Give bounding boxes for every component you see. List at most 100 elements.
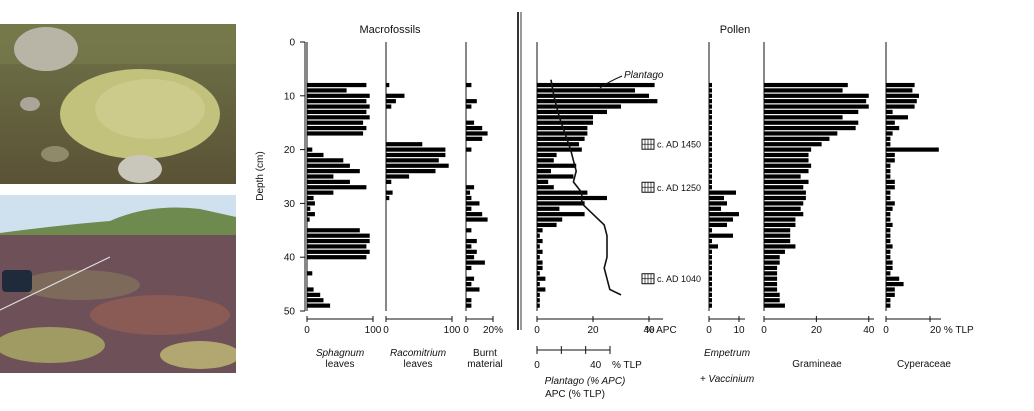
racomitrium-label-2: leaves [404, 359, 433, 370]
cyperaceae-bar [886, 136, 891, 141]
cyperaceae-bar [886, 120, 895, 125]
apc-bar [537, 169, 551, 174]
apc-bar [537, 147, 582, 152]
empetrum-bar [709, 163, 712, 168]
empetrum-bar [709, 271, 712, 276]
sphagnum-bar [307, 125, 367, 131]
apc-bar [537, 163, 577, 168]
cyperaceae-bar [886, 228, 891, 233]
burnt-material-bar [466, 244, 472, 249]
burnt-material-bar [466, 217, 488, 222]
sphagnum-bar [307, 244, 367, 249]
empetrum-bar [709, 212, 739, 217]
apc-bar [537, 303, 540, 308]
apc-bar [537, 99, 658, 104]
date-marker: c. AD 1040 [641, 273, 701, 285]
empetrum-bar [709, 238, 712, 244]
tlp-tick-label: 40 [590, 360, 602, 371]
gramineae-bar [764, 93, 869, 98]
date-label: c. AD 1450 [657, 140, 701, 150]
cyperaceae-bar [886, 125, 900, 131]
cyperaceae-bar [886, 217, 891, 222]
empetrum-bar [709, 206, 721, 211]
cyperaceae-bar [886, 260, 893, 265]
gramineae-bar [764, 212, 804, 217]
empetrum-bar [709, 147, 712, 152]
cyperaceae-bar [886, 255, 891, 260]
sphagnum-bar [307, 271, 313, 276]
sphagnum-bar [307, 179, 350, 184]
cyperaceae-label: Cyperaceae [897, 359, 951, 370]
apc-bar [537, 93, 649, 98]
panel-x-tick-label: 20 [587, 325, 599, 336]
burnt-material-bar [466, 104, 472, 109]
cyperaceae-bar [886, 233, 891, 238]
racomitrium-bar [386, 169, 436, 174]
gramineae-bar [764, 82, 848, 88]
sphagnum-bar [307, 120, 364, 125]
panel-x-tick-label: 20% [483, 325, 503, 336]
sphagnum-bar [307, 147, 313, 152]
pollen-header: Pollen [720, 24, 751, 36]
gramineae-bar [764, 206, 801, 211]
empetrum-bar [709, 298, 712, 303]
apc-bar [537, 142, 579, 147]
apc-bar [537, 136, 585, 141]
burnt-material-bar [466, 249, 477, 254]
cyperaceae-bar [886, 169, 891, 174]
empetrum-panel: 0 10 [706, 42, 745, 336]
cyperaceae-bar [886, 287, 895, 292]
cyperaceae-bar [886, 238, 891, 244]
apc-bar [537, 120, 593, 125]
gramineae-bar [764, 265, 778, 271]
empetrum-bar [709, 104, 712, 109]
sphagnum-bar [307, 298, 324, 303]
burnt-material-bar [466, 99, 477, 104]
empetrum-bar [709, 131, 712, 136]
cyperaceae-bar [886, 292, 895, 297]
empetrum-bar [709, 249, 712, 254]
racomitrium-panel: 0 100 [383, 42, 461, 336]
apc-bar [537, 244, 540, 249]
empetrum-bar [709, 228, 712, 233]
gramineae-bar [764, 228, 791, 233]
gramineae-bar [764, 244, 796, 249]
racomitrium-bar [386, 163, 449, 168]
empetrum-bar [709, 201, 727, 206]
empetrum-bar [709, 222, 727, 228]
sphagnum-bar [307, 93, 370, 98]
sphagnum-bar [307, 195, 314, 201]
racomitrium-bar [386, 179, 392, 184]
gramineae-bar [764, 88, 843, 93]
apc-bar [537, 88, 635, 93]
moss-hummock-photo [0, 24, 236, 184]
racomitrium-bar [386, 104, 392, 109]
empetrum-bar [709, 109, 712, 115]
apc-unit-label: % APC [645, 325, 677, 336]
sphagnum-bar [307, 190, 334, 195]
date-marker: c. AD 1250 [641, 181, 701, 193]
empetrum-label-1: Empetrum [704, 348, 750, 359]
gramineae-bar [764, 169, 809, 174]
apc-bar [537, 152, 557, 158]
cyperaceae-bar [886, 265, 893, 271]
racomitrium-bar [386, 147, 446, 152]
depth-tick-label: 30 [284, 199, 296, 210]
gramineae-bar [764, 179, 809, 184]
burnt-material-bar [466, 185, 475, 190]
gramineae-bar [764, 292, 780, 297]
gramineae-panel: 0 20 40 [761, 42, 875, 336]
panel-x-tick-label: 100 [365, 325, 382, 336]
sphagnum-bar [307, 88, 347, 93]
empetrum-bar [709, 255, 712, 260]
empetrum-bar [709, 244, 718, 249]
gramineae-bar [764, 255, 780, 260]
macrofossils-header: Macrofossils [359, 24, 421, 36]
empetrum-bar [709, 88, 712, 93]
burnt-material-bar [466, 136, 483, 141]
gramineae-bar [764, 152, 809, 158]
apc-bar [537, 201, 585, 206]
empetrum-bar [709, 190, 736, 195]
empetrum-bar [709, 260, 712, 265]
apc-bar [537, 217, 563, 222]
